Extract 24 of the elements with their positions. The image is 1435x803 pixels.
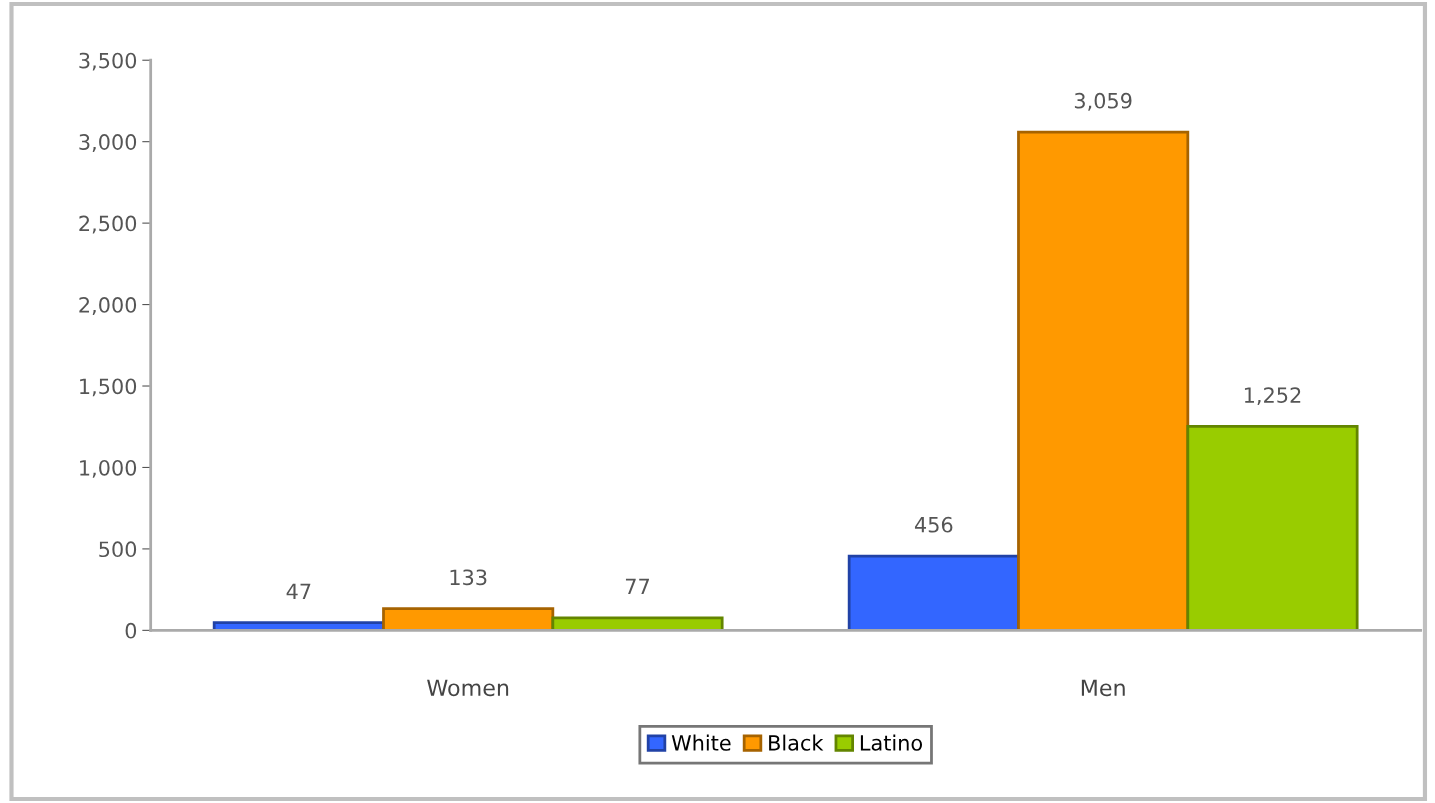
bar xyxy=(1186,425,1359,631)
bar xyxy=(847,554,1020,631)
text: 77 xyxy=(625,578,649,595)
bar xyxy=(551,616,724,631)
y-tick-label: 500 xyxy=(99,541,137,558)
bar xyxy=(1017,130,1190,631)
text: 1,252 xyxy=(1244,387,1301,406)
text: 3,059 xyxy=(1074,92,1132,111)
y-tick-label: 3,000 xyxy=(79,134,137,153)
text: 456 xyxy=(914,516,953,533)
y-tick-label: 2,000 xyxy=(79,297,137,315)
y-tick-label: 2,500 xyxy=(79,215,137,234)
x-tick-label: Men xyxy=(1081,679,1125,697)
x-tick-label: Women xyxy=(427,679,509,697)
text: 47 xyxy=(286,583,311,599)
y-tick-label: 3,500 xyxy=(79,52,137,71)
legend-label: Black xyxy=(769,734,824,751)
bar xyxy=(382,607,555,631)
y-tick-label: 1,500 xyxy=(80,378,137,397)
legend-label: White xyxy=(671,734,731,751)
text: 133 xyxy=(450,569,487,586)
y-tick-label: 1,000 xyxy=(80,459,137,478)
legend-label: Latino xyxy=(860,734,923,751)
y-tick-label: 0 xyxy=(125,622,137,639)
